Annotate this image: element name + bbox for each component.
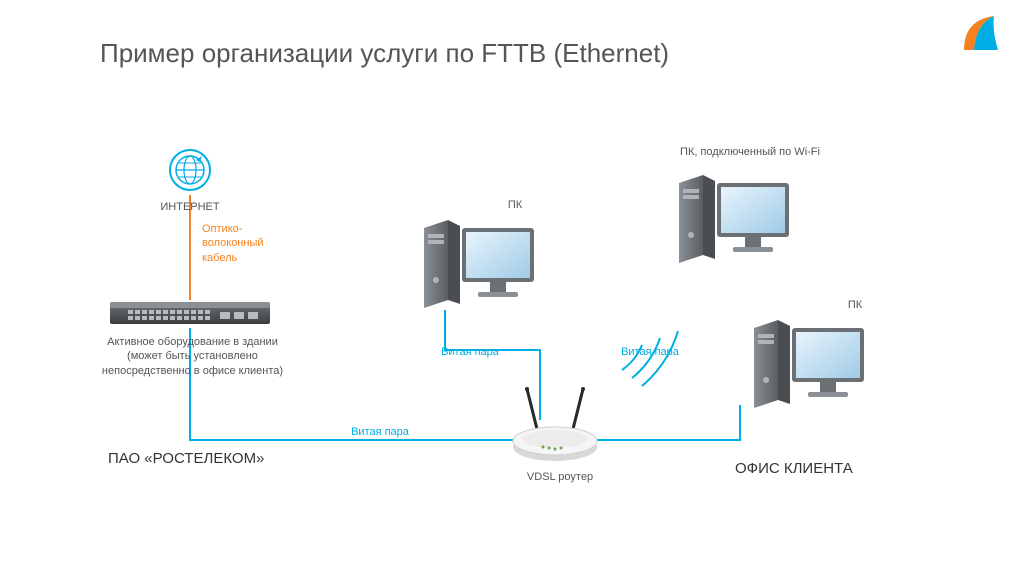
twisted-pair-label-2: Витая пара (610, 345, 690, 359)
page-title: Пример организации услуги по FTTB (Ether… (100, 38, 669, 69)
pc3-icon (750, 310, 870, 415)
client-office-label: ОФИС КЛИЕНТА (735, 460, 853, 477)
fiber-cable-label: Оптико- волоконный кабель (202, 222, 282, 265)
pc1-label: ПК (500, 198, 530, 212)
rostelecom-logo (956, 10, 1004, 58)
twisted-pair-label-3: Витая пара (340, 425, 420, 439)
switch-label: Активное оборудование в здании (может бы… (95, 335, 290, 378)
network-switch-icon (110, 298, 270, 330)
internet-label: ИНТЕРНЕТ (160, 200, 220, 214)
twisted-pair-label-1: Витая пара (430, 345, 510, 359)
router-label: VDSL роутер (520, 470, 600, 484)
internet-globe-icon (168, 148, 212, 192)
provider-label: ПАО «РОСТЕЛЕКОМ» (108, 450, 264, 467)
router-icon (505, 385, 605, 465)
pc3-label: ПК (840, 298, 870, 312)
pc-wifi-icon (675, 165, 795, 270)
pc-wifi-label: ПК, подключенный по Wi-Fi (660, 145, 840, 159)
pc1-icon (420, 210, 540, 315)
